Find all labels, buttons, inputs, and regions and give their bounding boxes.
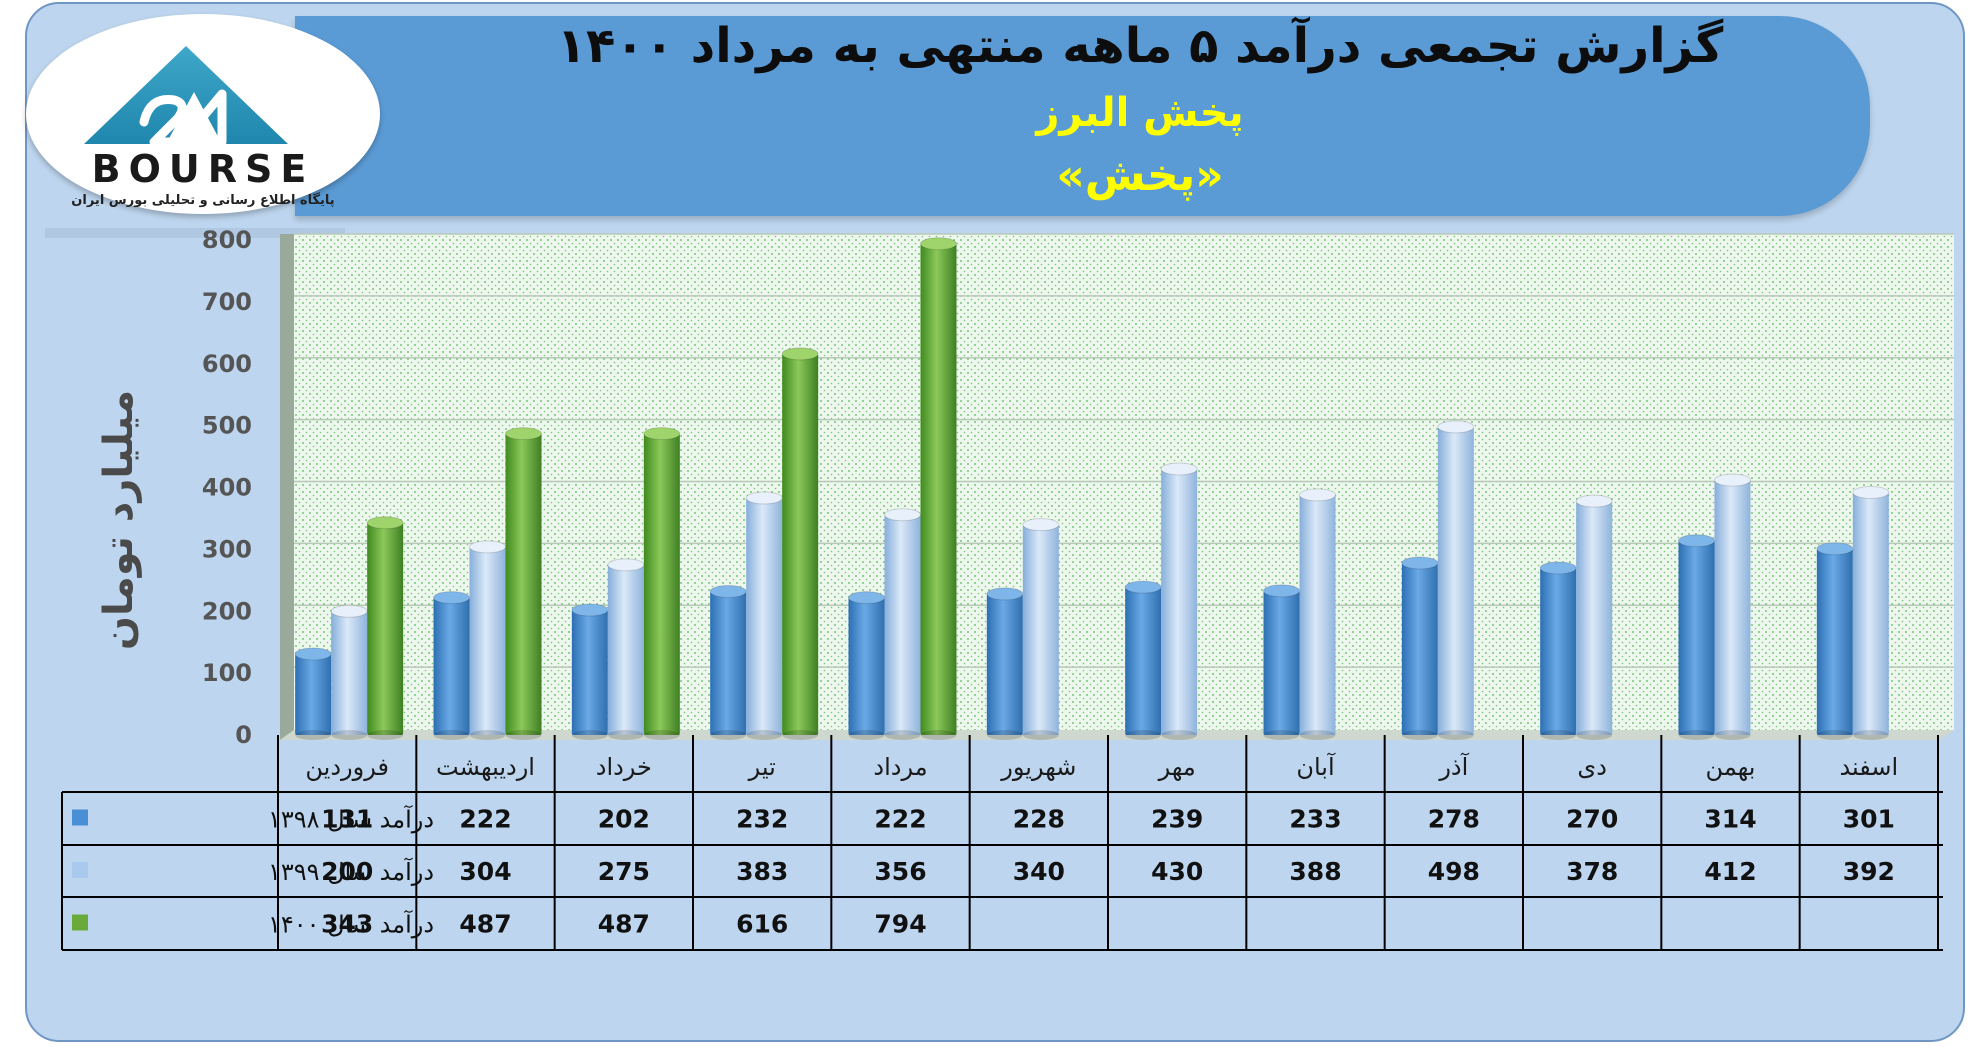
ticker-symbol: «پخش» (1056, 150, 1224, 201)
company-name: پخش البرز (1036, 90, 1244, 136)
logo-tagline: پایگاه اطلاع رسانی و تحلیلی بورس ایران (71, 192, 334, 208)
page-title: گزارش تجمعی درآمد ۵ ماهه منتهی به مرداد … (556, 18, 1724, 74)
logo-wordmark: BOURSE (92, 147, 315, 191)
y-axis-label-box: میلیارد تومان (80, 390, 160, 650)
logo-reflection (45, 222, 345, 252)
title-banner (295, 16, 1870, 216)
bourse-logo-icon: BOURSE پایگاه اطلاع رسانی و تحلیلی بورس … (71, 46, 335, 208)
y-axis-label: میلیارد تومان (96, 390, 142, 650)
logo-badge: BOURSE پایگاه اطلاع رسانی و تحلیلی بورس … (26, 14, 380, 214)
